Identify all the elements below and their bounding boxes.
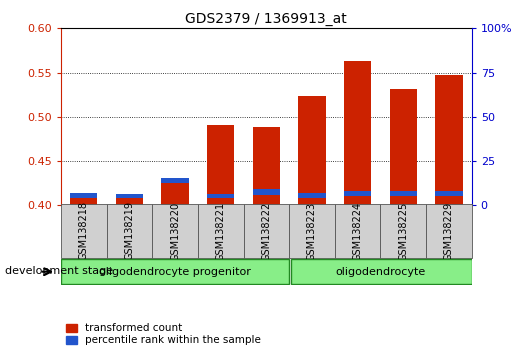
Text: GSM138223: GSM138223	[307, 201, 317, 261]
Text: development stage: development stage	[5, 266, 113, 276]
Bar	[61, 259, 289, 284]
Bar	[344, 191, 372, 196]
Bar	[161, 178, 189, 183]
Text: GSM138219: GSM138219	[125, 201, 135, 261]
Bar	[435, 191, 463, 196]
Bar	[116, 198, 143, 205]
Text: GSM138224: GSM138224	[352, 201, 363, 261]
Bar	[107, 204, 152, 258]
Text: GSM138221: GSM138221	[216, 201, 226, 261]
Bar	[152, 204, 198, 258]
Text: GSM138225: GSM138225	[398, 201, 408, 261]
Bar	[253, 127, 280, 205]
Bar	[390, 191, 417, 196]
Bar	[243, 204, 289, 258]
Bar	[344, 61, 372, 205]
Bar	[61, 204, 107, 258]
Bar	[161, 183, 189, 205]
Bar	[198, 204, 243, 258]
Bar	[335, 204, 381, 258]
Text: GSM138220: GSM138220	[170, 201, 180, 261]
Bar	[381, 204, 426, 258]
Text: oligodendrocyte: oligodendrocyte	[335, 267, 426, 277]
Bar	[116, 194, 143, 198]
Bar	[289, 204, 335, 258]
Bar	[207, 125, 234, 205]
Bar	[435, 75, 463, 205]
Text: GSM138229: GSM138229	[444, 201, 454, 261]
Legend: transformed count, percentile rank within the sample: transformed count, percentile rank withi…	[66, 323, 261, 345]
Bar	[426, 204, 472, 258]
Bar	[207, 194, 234, 198]
Bar	[70, 198, 98, 205]
Text: GSM138222: GSM138222	[261, 201, 271, 261]
Title: GDS2379 / 1369913_at: GDS2379 / 1369913_at	[186, 12, 347, 26]
Bar	[298, 193, 325, 198]
Bar	[253, 189, 280, 195]
Bar	[291, 259, 472, 284]
Bar	[390, 89, 417, 205]
Text: oligodendrocyte progenitor: oligodendrocyte progenitor	[99, 267, 251, 277]
Bar	[298, 96, 325, 205]
Bar	[70, 193, 98, 198]
Text: GSM138218: GSM138218	[79, 201, 89, 261]
